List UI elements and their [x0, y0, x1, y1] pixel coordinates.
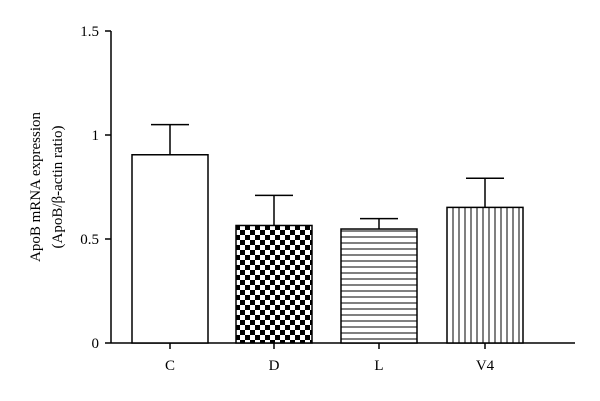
x-tick-label: V4	[476, 358, 495, 374]
y-axis-title: ApoB mRNA expression (ApoB/β-actin ratio…	[28, 112, 66, 263]
plot-area: 0 0.5 1 1.5 C D L V4	[80, 24, 575, 374]
y-tick-label: 1.5	[80, 24, 99, 40]
y-tick-label: 1	[92, 128, 100, 144]
y-axis-label-line1: ApoB mRNA expression	[28, 112, 44, 263]
x-tick-label: L	[374, 358, 383, 374]
y-axis-label-line2: (ApoB/β-actin ratio)	[50, 125, 66, 248]
bar-l	[340, 228, 418, 344]
y-tick-label: 0	[92, 336, 100, 352]
bar-c	[131, 154, 209, 344]
x-tick-label: D	[269, 358, 280, 374]
bar-d	[235, 224, 313, 344]
x-tick-label: C	[165, 358, 175, 374]
y-tick-label: 0.5	[80, 232, 99, 248]
bar-v4	[446, 206, 524, 344]
